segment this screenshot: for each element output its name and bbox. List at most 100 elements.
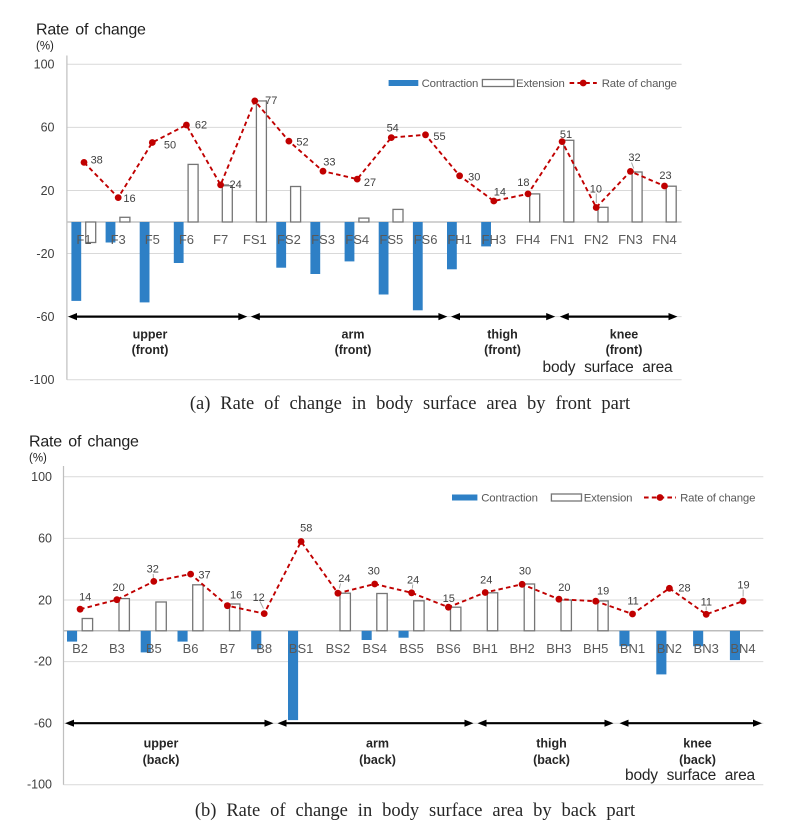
svg-text:BN2: BN2 — [657, 641, 682, 656]
svg-text:(a) Rate of change in body sur: (a) Rate of change in body surface area … — [190, 394, 631, 414]
svg-text:-60: -60 — [34, 717, 52, 731]
svg-text:28: 28 — [678, 583, 690, 595]
svg-text:FN4: FN4 — [652, 232, 677, 247]
svg-text:Rate of change: Rate of change — [36, 22, 146, 39]
svg-text:BS5: BS5 — [399, 641, 424, 656]
svg-text:upper: upper — [144, 737, 179, 751]
svg-text:16: 16 — [123, 193, 135, 205]
svg-text:Contraction: Contraction — [422, 78, 479, 90]
svg-text:BS1: BS1 — [289, 641, 314, 656]
svg-text:(back): (back) — [679, 753, 716, 767]
svg-text:-20: -20 — [34, 655, 52, 669]
svg-text:20: 20 — [38, 594, 52, 608]
svg-text:11: 11 — [701, 596, 712, 608]
svg-text:BH3: BH3 — [546, 641, 571, 656]
svg-text:100: 100 — [34, 58, 55, 72]
svg-text:B8: B8 — [256, 641, 272, 656]
svg-text:thigh: thigh — [536, 737, 567, 751]
svg-text:60: 60 — [41, 121, 55, 135]
svg-text:24: 24 — [480, 574, 492, 586]
svg-text:FN1: FN1 — [550, 232, 575, 247]
svg-text:Extension: Extension — [516, 78, 565, 90]
svg-text:60: 60 — [38, 532, 52, 546]
svg-text:FN3: FN3 — [618, 232, 643, 247]
svg-text:11: 11 — [627, 596, 638, 608]
svg-text:(b) Rate of change in body sur: (b) Rate of change in body surface area … — [195, 801, 636, 821]
svg-text:52: 52 — [296, 136, 308, 148]
svg-text:19: 19 — [737, 579, 749, 591]
svg-text:(back): (back) — [143, 753, 180, 767]
svg-text:51: 51 — [560, 129, 572, 141]
svg-text:BH1: BH1 — [473, 641, 498, 656]
svg-text:20: 20 — [112, 582, 124, 594]
svg-text:knee: knee — [683, 737, 712, 751]
svg-text:27: 27 — [364, 177, 376, 189]
svg-text:-20: -20 — [36, 247, 54, 261]
svg-text:arm: arm — [366, 737, 389, 751]
svg-text:FH1: FH1 — [447, 232, 472, 247]
svg-text:24: 24 — [338, 573, 350, 585]
svg-text:F3: F3 — [111, 232, 126, 247]
svg-text:Rate of change: Rate of change — [29, 434, 139, 451]
svg-text:BH5: BH5 — [583, 641, 608, 656]
svg-text:BS4: BS4 — [362, 641, 387, 656]
svg-text:B3: B3 — [109, 641, 125, 656]
svg-text:F5: F5 — [145, 232, 160, 247]
svg-text:Contraction: Contraction — [481, 493, 538, 505]
svg-text:20: 20 — [558, 582, 570, 594]
svg-text:FS1: FS1 — [243, 232, 267, 247]
svg-text:body surface area: body surface area — [543, 359, 673, 376]
svg-text:100: 100 — [31, 470, 52, 484]
svg-text:Rate of change: Rate of change — [602, 78, 677, 90]
svg-text:knee: knee — [610, 328, 639, 342]
svg-text:23: 23 — [659, 170, 671, 182]
svg-text:(back): (back) — [359, 753, 396, 767]
svg-text:37: 37 — [198, 570, 210, 582]
svg-text:12: 12 — [253, 592, 265, 604]
svg-text:62: 62 — [195, 119, 207, 131]
svg-text:38: 38 — [91, 155, 103, 167]
svg-text:55: 55 — [433, 131, 445, 143]
svg-text:(%): (%) — [36, 41, 54, 53]
svg-text:15: 15 — [443, 593, 455, 605]
svg-text:thigh: thigh — [487, 328, 518, 342]
svg-text:16: 16 — [230, 590, 242, 602]
svg-text:BH2: BH2 — [509, 641, 534, 656]
svg-text:(%): (%) — [29, 453, 47, 465]
svg-text:33: 33 — [323, 156, 335, 168]
svg-text:FS6: FS6 — [414, 232, 438, 247]
svg-text:body surface area: body surface area — [625, 767, 755, 784]
svg-text:-100: -100 — [27, 778, 52, 792]
svg-text:BN4: BN4 — [730, 641, 755, 656]
svg-text:F7: F7 — [213, 232, 228, 247]
svg-text:50: 50 — [164, 140, 176, 152]
svg-text:18: 18 — [517, 177, 529, 189]
svg-text:B6: B6 — [183, 641, 199, 656]
svg-text:B2: B2 — [72, 641, 88, 656]
svg-text:FS5: FS5 — [379, 232, 403, 247]
svg-text:24: 24 — [407, 574, 419, 586]
svg-text:(front): (front) — [484, 343, 521, 357]
svg-text:FN2: FN2 — [584, 232, 609, 247]
svg-text:19: 19 — [597, 586, 609, 598]
svg-text:arm: arm — [342, 328, 365, 342]
svg-text:32: 32 — [147, 564, 159, 576]
svg-text:77: 77 — [265, 95, 277, 107]
svg-text:30: 30 — [368, 566, 380, 578]
svg-text:30: 30 — [519, 566, 531, 578]
svg-text:-100: -100 — [29, 373, 54, 387]
svg-text:F1: F1 — [76, 232, 91, 247]
svg-text:BS2: BS2 — [326, 641, 351, 656]
svg-text:BS6: BS6 — [436, 641, 461, 656]
svg-text:Rate of change: Rate of change — [680, 493, 755, 505]
svg-text:Extension: Extension — [584, 493, 633, 505]
svg-text:(back): (back) — [533, 753, 570, 767]
svg-text:FH3: FH3 — [482, 232, 507, 247]
svg-text:FH4: FH4 — [516, 232, 541, 247]
svg-text:(front): (front) — [335, 343, 372, 357]
svg-text:BN1: BN1 — [620, 641, 645, 656]
svg-text:BN3: BN3 — [694, 641, 719, 656]
svg-text:FS3: FS3 — [311, 232, 335, 247]
svg-text:upper: upper — [133, 328, 168, 342]
svg-text:58: 58 — [300, 523, 312, 535]
